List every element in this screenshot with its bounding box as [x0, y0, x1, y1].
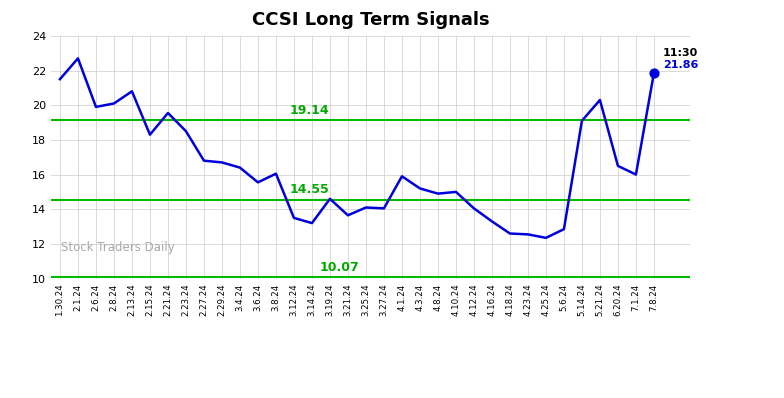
Text: Stock Traders Daily: Stock Traders Daily	[60, 241, 174, 254]
Title: CCSI Long Term Signals: CCSI Long Term Signals	[252, 11, 489, 29]
Text: 11:30: 11:30	[663, 48, 699, 58]
Text: 19.14: 19.14	[289, 103, 329, 117]
Text: 21.86: 21.86	[663, 60, 699, 70]
Point	[648, 70, 660, 76]
Text: 14.55: 14.55	[289, 183, 329, 196]
Text: 10.07: 10.07	[319, 261, 359, 274]
